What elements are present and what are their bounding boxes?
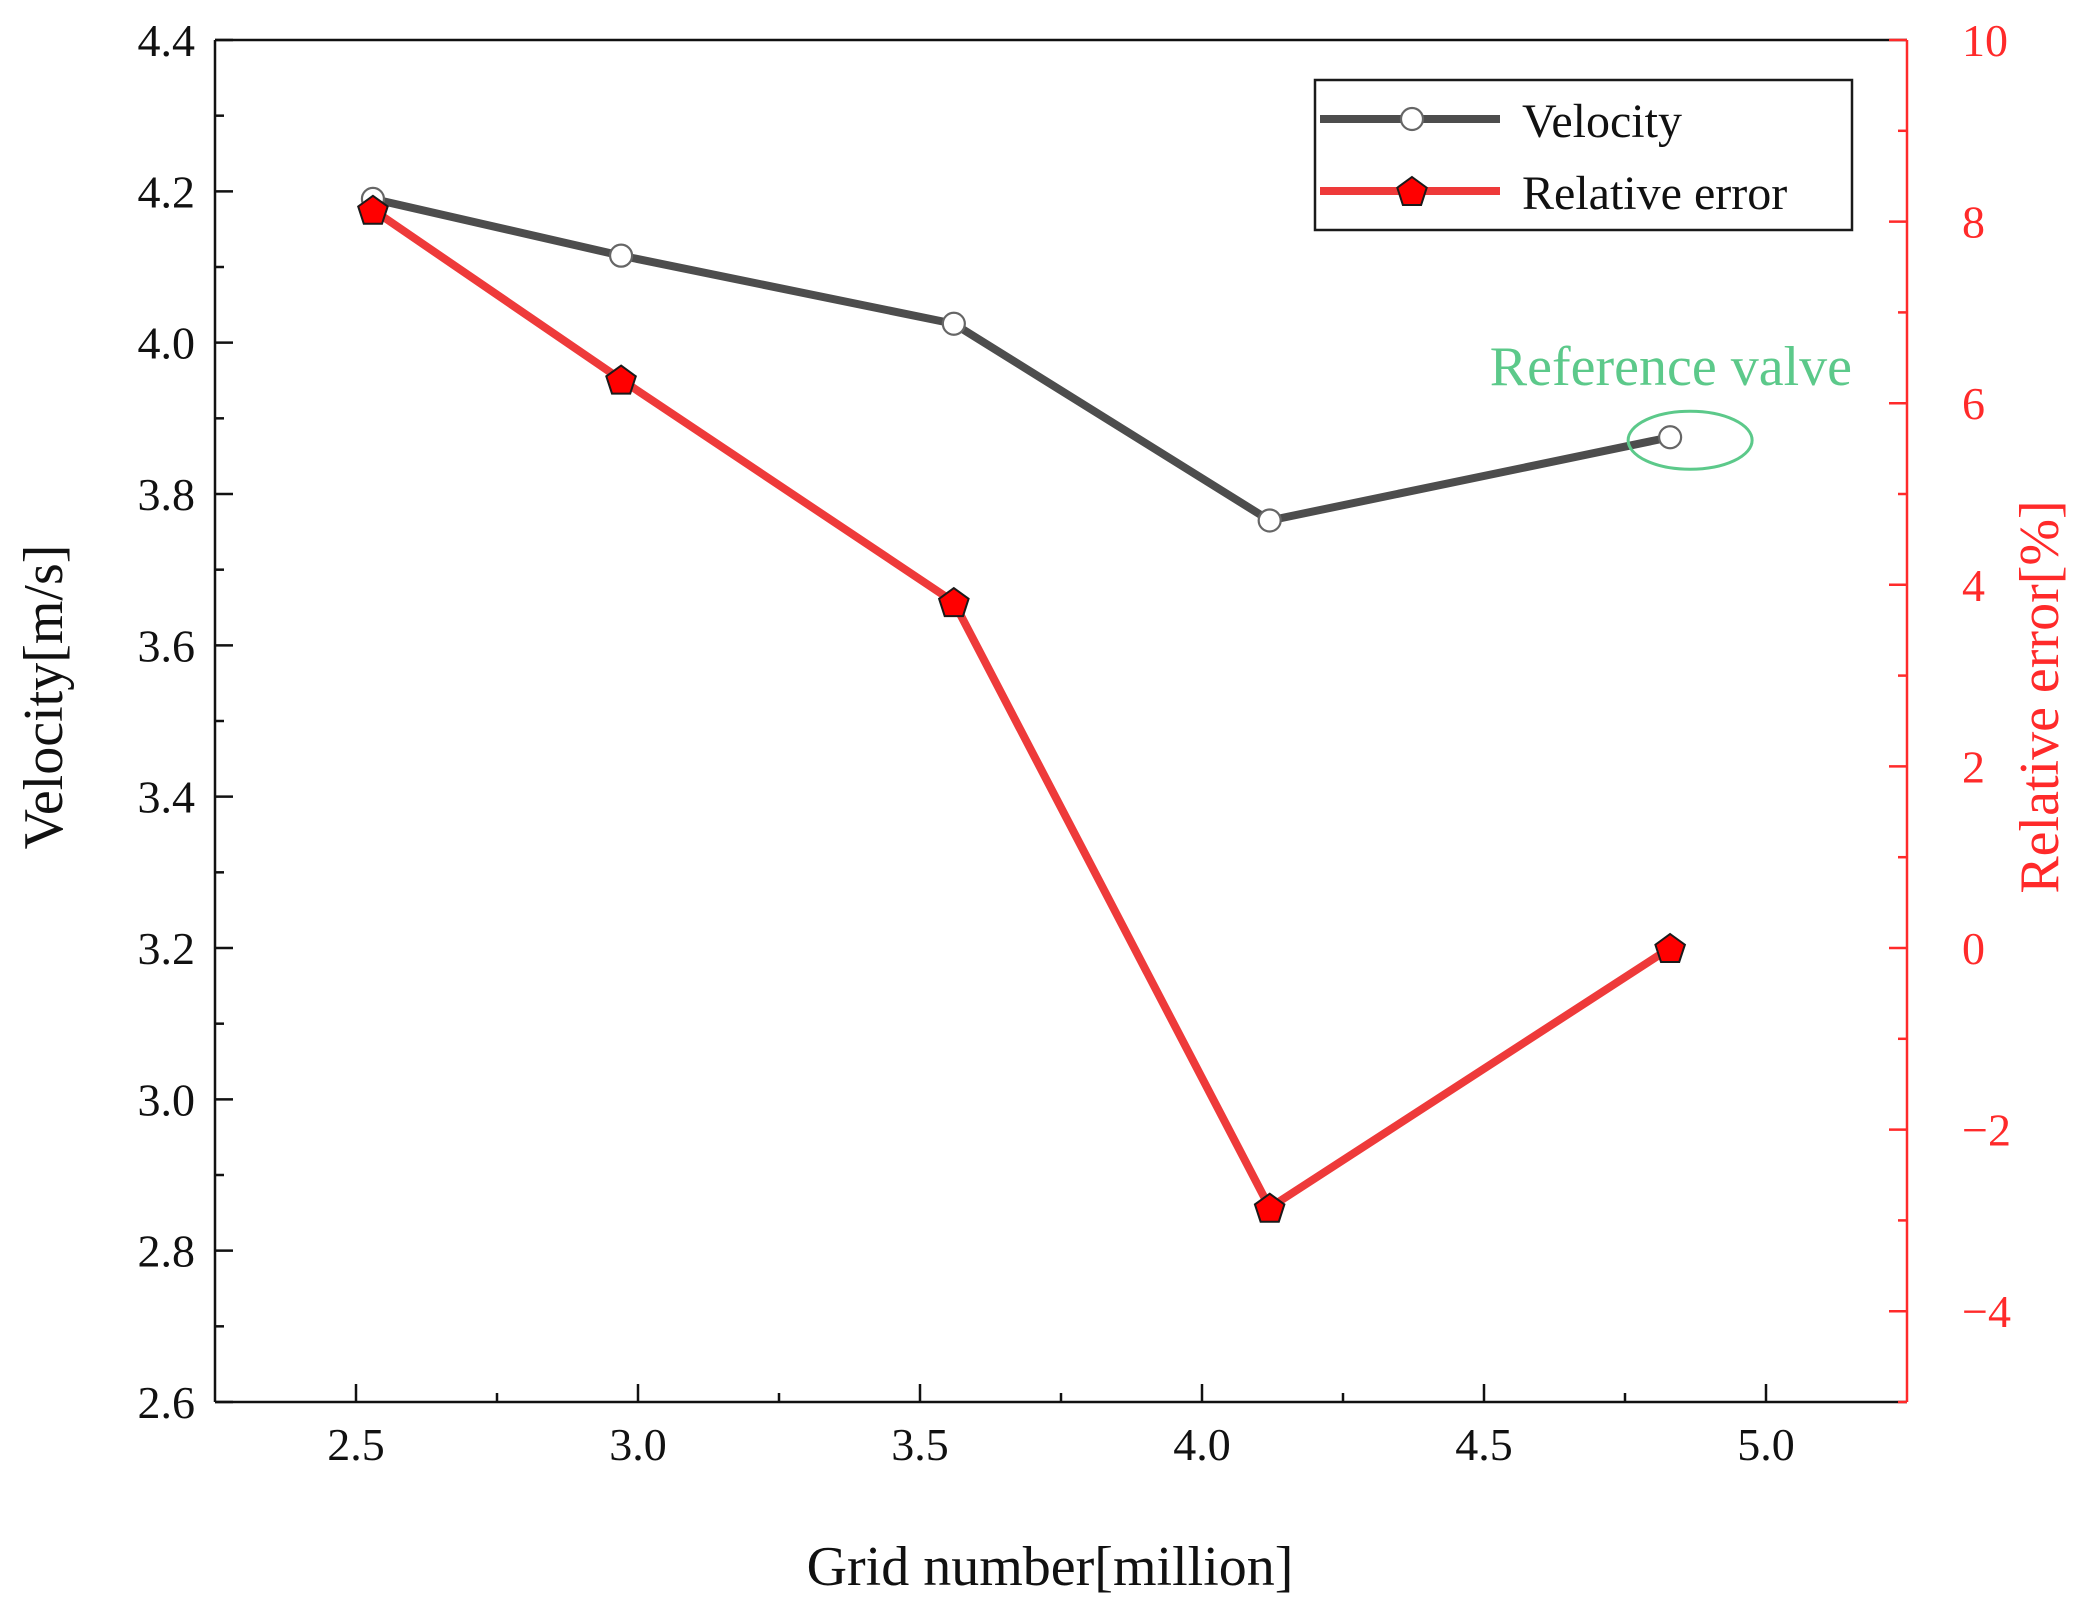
legend: Velocity Relative error xyxy=(1313,78,1854,232)
legend-relative-error-marker xyxy=(1396,175,1428,206)
velocity-point xyxy=(941,311,966,336)
y2-axis-title: Relative error[%] xyxy=(2009,500,2071,893)
y-axis-title: Velocity[m/s] xyxy=(13,545,75,850)
axes: 2.5 3.0 3.5 4.0 4.5 5.0 2.6 2.8 3.0 3.2 3.4 3.6 3.8 4… xyxy=(138,15,2011,1470)
y2-tick-label: 2 xyxy=(1962,741,1985,792)
legend-velocity-marker xyxy=(1399,106,1425,132)
velocity-line xyxy=(372,195,1671,525)
y-tick-label: 2.6 xyxy=(138,1377,196,1428)
velocity-point xyxy=(1658,425,1683,450)
series-layer xyxy=(357,186,1687,1223)
reference-annotation: Reference valve xyxy=(1490,336,1852,398)
y2-tick-label: −2 xyxy=(1962,1105,2011,1156)
annotation-layer: Reference valve xyxy=(1490,336,1852,471)
y-tick-label: 4.0 xyxy=(138,318,196,369)
y2-tick-label: 10 xyxy=(1962,15,2008,66)
y2-tick-label: 4 xyxy=(1962,560,1985,611)
velocity-point xyxy=(1257,508,1282,533)
relative-error-point xyxy=(357,194,389,225)
x-axis-title: Grid number[million] xyxy=(807,1536,1294,1598)
y2-tick-label: 6 xyxy=(1962,378,1985,429)
relative-error-point xyxy=(1253,1192,1286,1223)
x-tick-label: 5.0 xyxy=(1737,1419,1795,1470)
x-tick-label: 3.5 xyxy=(891,1419,949,1470)
relative-error-line xyxy=(370,206,1673,1212)
legend-relative-error-label: Relative error xyxy=(1522,167,1787,220)
x-tick-label: 4.0 xyxy=(1173,1419,1231,1470)
y-tick-label: 4.2 xyxy=(138,166,196,217)
reference-ellipse xyxy=(1626,409,1754,471)
y-tick-label: 3.4 xyxy=(138,772,196,823)
legend-velocity-label: Velocity xyxy=(1522,95,1682,148)
y2-tick-label: 8 xyxy=(1962,197,1985,248)
y-tick-label: 3.2 xyxy=(138,923,196,974)
y2-tick-label: 0 xyxy=(1962,923,1985,974)
relative-error-point xyxy=(937,586,970,618)
y-tick-label: 4.4 xyxy=(138,15,196,66)
relative-error-point xyxy=(1654,932,1687,963)
y2-tick-label: −4 xyxy=(1962,1286,2011,1337)
y-tick-label: 3.8 xyxy=(138,469,196,520)
x-tick-label: 4.5 xyxy=(1455,1419,1513,1470)
relative-error-point xyxy=(605,364,637,395)
x-tick-label: 2.5 xyxy=(327,1419,385,1470)
y-tick-label: 3.6 xyxy=(138,620,196,671)
y-tick-label: 2.8 xyxy=(138,1226,196,1277)
y-tick-label: 3.0 xyxy=(138,1074,196,1125)
x-tick-label: 3.0 xyxy=(609,1419,667,1470)
velocity-point xyxy=(608,243,634,268)
